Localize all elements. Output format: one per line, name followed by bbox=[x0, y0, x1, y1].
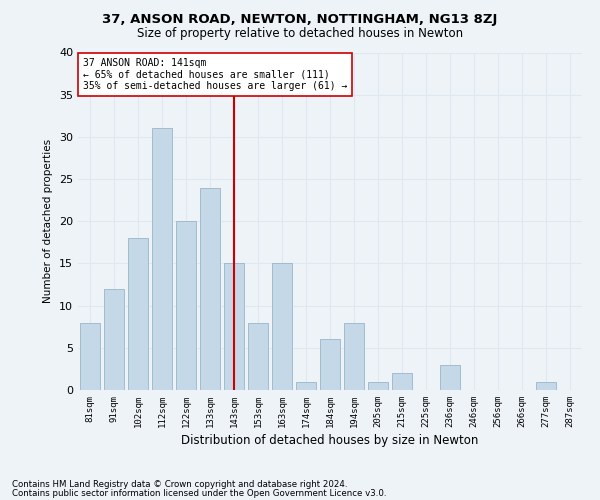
Text: 37 ANSON ROAD: 141sqm
← 65% of detached houses are smaller (111)
35% of semi-det: 37 ANSON ROAD: 141sqm ← 65% of detached … bbox=[83, 58, 347, 91]
Bar bbox=[344, 322, 364, 390]
Bar bbox=[272, 264, 292, 390]
Text: Contains public sector information licensed under the Open Government Licence v3: Contains public sector information licen… bbox=[12, 488, 386, 498]
Bar bbox=[200, 188, 220, 390]
Y-axis label: Number of detached properties: Number of detached properties bbox=[43, 139, 53, 304]
Bar bbox=[176, 221, 196, 390]
Bar bbox=[368, 382, 388, 390]
Text: 37, ANSON ROAD, NEWTON, NOTTINGHAM, NG13 8ZJ: 37, ANSON ROAD, NEWTON, NOTTINGHAM, NG13… bbox=[103, 12, 497, 26]
Bar bbox=[392, 373, 412, 390]
Bar bbox=[104, 289, 124, 390]
Bar bbox=[248, 322, 268, 390]
Bar bbox=[80, 322, 100, 390]
Bar bbox=[536, 382, 556, 390]
Bar bbox=[152, 128, 172, 390]
Bar bbox=[224, 264, 244, 390]
Text: Contains HM Land Registry data © Crown copyright and database right 2024.: Contains HM Land Registry data © Crown c… bbox=[12, 480, 347, 489]
Bar bbox=[320, 340, 340, 390]
Bar bbox=[296, 382, 316, 390]
Text: Size of property relative to detached houses in Newton: Size of property relative to detached ho… bbox=[137, 28, 463, 40]
X-axis label: Distribution of detached houses by size in Newton: Distribution of detached houses by size … bbox=[181, 434, 479, 447]
Bar bbox=[128, 238, 148, 390]
Bar bbox=[440, 364, 460, 390]
